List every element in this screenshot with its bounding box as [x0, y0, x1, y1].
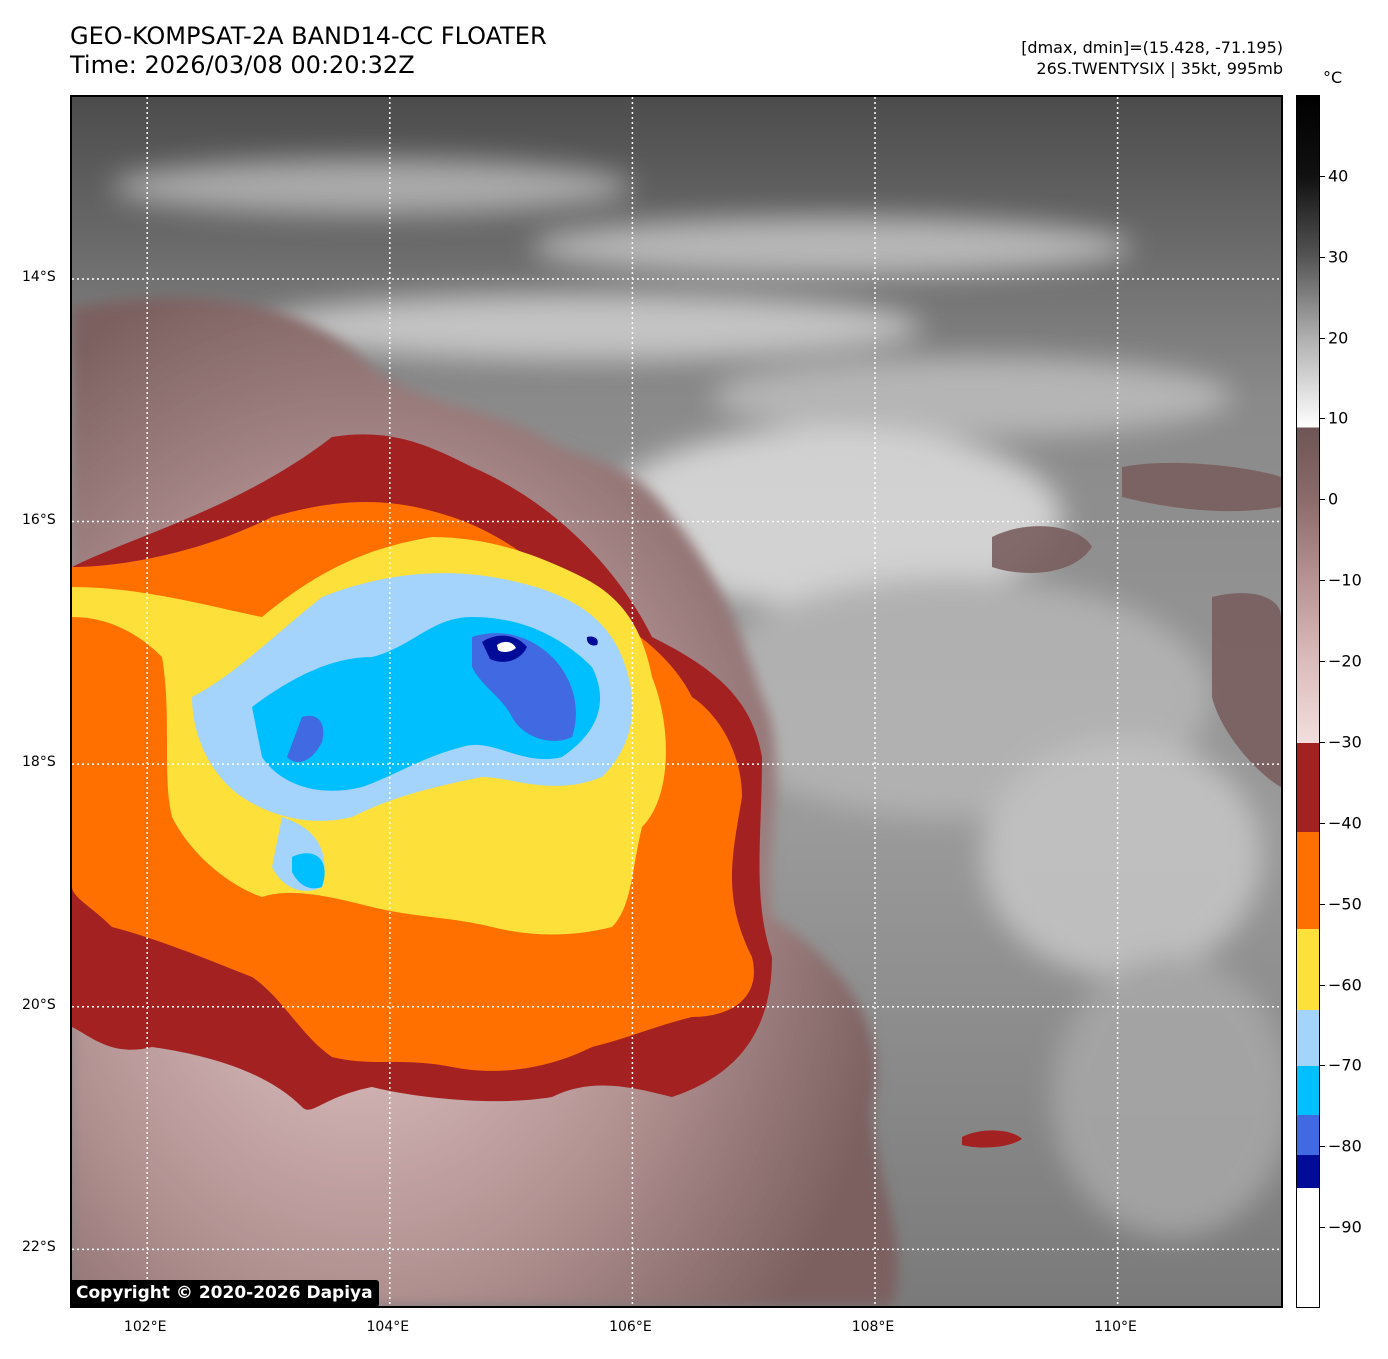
satellite-image: [72, 97, 1281, 1306]
colorbar-segment: [1297, 1187, 1319, 1307]
copyright-label: Copyright © 2020-2026 Dapiya: [70, 1280, 379, 1307]
lon-tick-label: 102°E: [123, 1319, 167, 1335]
colorbar-label: −40: [1328, 813, 1362, 833]
colorbar-gradient: [1297, 96, 1319, 743]
colorbar-tick: [1320, 1227, 1325, 1229]
colorbar-label: −80: [1328, 1136, 1362, 1156]
satellite-map[interactable]: [70, 95, 1283, 1308]
colorbar-tick: [1320, 418, 1325, 420]
colorbar-label: 10: [1328, 408, 1349, 428]
colorbar-tick: [1320, 175, 1325, 177]
colorbar-tick: [1320, 984, 1325, 986]
colorbar-label: −30: [1328, 732, 1362, 752]
colorbar-tick: [1320, 499, 1325, 501]
storm-info: 26S.TWENTYSIX | 35kt, 995mb: [1036, 59, 1283, 78]
lon-tick-label: 106°E: [609, 1319, 652, 1335]
convection-coldest: [497, 641, 516, 653]
colorbar-tick: [1320, 661, 1325, 663]
colorbar-label: 20: [1328, 328, 1349, 348]
colorbar-segment: [1297, 1155, 1319, 1188]
colorbar-tick: [1320, 580, 1325, 582]
colorbar-segment: [1297, 1009, 1319, 1067]
colorbar-label: 40: [1328, 166, 1349, 186]
colorbar-tick: [1320, 256, 1325, 258]
colorbar-segment: [1297, 1114, 1319, 1156]
colorbar-label: −20: [1328, 651, 1362, 671]
dmax-dmin-readout: [dmax, dmin]=(15.428, -71.195): [1021, 38, 1283, 57]
lat-tick-label: 18°S: [22, 754, 56, 771]
lat-tick-label: 20°S: [22, 996, 56, 1013]
colorbar-segment: [1297, 1066, 1319, 1115]
cold-cell-east: [962, 1130, 1022, 1148]
chart-timestamp: Time: 2026/03/08 00:20:32Z: [70, 51, 415, 79]
colorbar-segment: [1297, 742, 1319, 832]
colorbar-label: 30: [1328, 247, 1349, 267]
chart-title: GEO-KOMPSAT-2A BAND14-CC FLOATER: [70, 22, 547, 50]
cirrus-patch-east: [992, 462, 1281, 787]
lat-tick-label: 16°S: [22, 511, 56, 528]
colorbar-tick: [1320, 1065, 1325, 1067]
colorbar-segment: [1297, 831, 1319, 929]
colorbar-segment: [1297, 928, 1319, 1010]
graticule: [72, 97, 1281, 1306]
colorbar: [1296, 95, 1320, 1308]
lat-tick-label: 22°S: [22, 1239, 56, 1256]
convection-minus81: [287, 633, 576, 762]
colorbar-tick: [1320, 822, 1325, 824]
colorbar-label: −70: [1328, 1055, 1362, 1075]
colorbar-tick: [1320, 1146, 1325, 1148]
lon-tick-label: 110°E: [1094, 1319, 1137, 1335]
lon-tick-label: 108°E: [851, 1319, 895, 1335]
convection-minus85: [482, 635, 598, 662]
colorbar-tick: [1320, 903, 1325, 905]
colorbar-unit: °C: [1323, 68, 1343, 87]
colorbar-tick: [1320, 337, 1325, 339]
colorbar-tick: [1320, 741, 1325, 743]
lat-tick-label: 14°S: [22, 268, 56, 285]
colorbar-label: −50: [1328, 894, 1362, 914]
colorbar-label: −60: [1328, 975, 1362, 995]
colorbar-label: 0: [1328, 489, 1339, 509]
colorbar-label: −10: [1328, 570, 1362, 590]
colorbar-label: −90: [1328, 1217, 1362, 1237]
lon-tick-label: 104°E: [366, 1319, 410, 1335]
